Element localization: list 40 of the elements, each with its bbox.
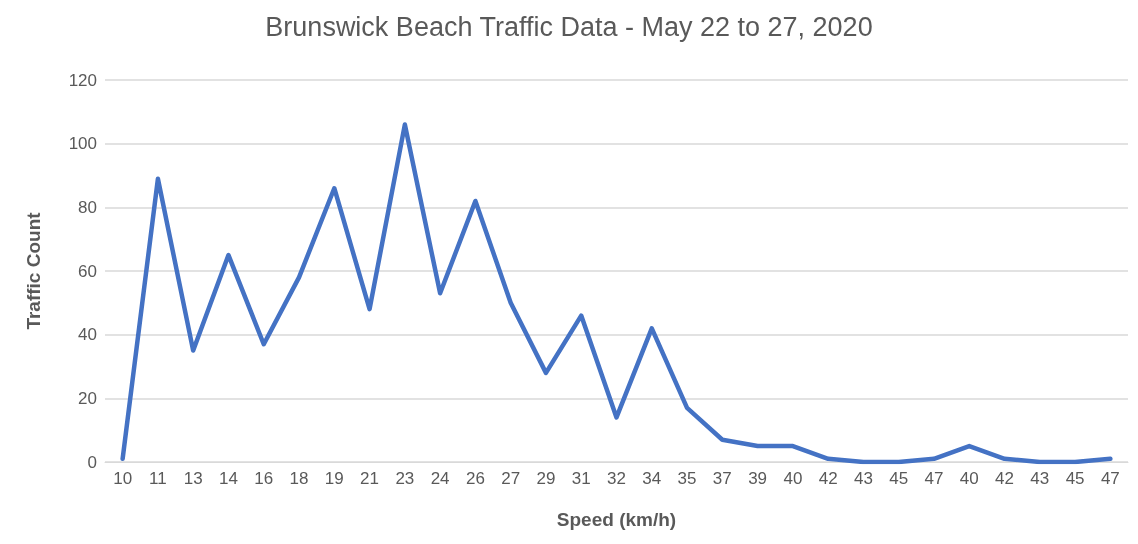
y-tick-label: 0 — [87, 452, 97, 472]
x-tick-label: 47 — [1100, 469, 1120, 488]
x-tick-label: 43 — [1030, 469, 1050, 488]
y-axis-title: Traffic Count — [23, 211, 44, 330]
x-tick-label: 16 — [254, 469, 274, 488]
y-tick-label: 60 — [78, 261, 97, 281]
x-tick-label: 34 — [642, 469, 662, 488]
x-tick-label: 39 — [748, 469, 768, 488]
x-tick-label: 35 — [677, 469, 697, 488]
y-tick-label: 20 — [78, 388, 97, 408]
x-tick-label: 19 — [324, 469, 344, 488]
x-tick-label: 14 — [219, 469, 238, 488]
x-tick-label: 45 — [889, 469, 909, 488]
x-tick-label: 29 — [536, 469, 556, 488]
x-tick-label: 26 — [465, 469, 485, 488]
x-tick-label: 24 — [430, 469, 450, 488]
x-tick-label: 31 — [571, 469, 591, 488]
x-tick-label: 23 — [395, 469, 415, 488]
y-tick-label: 80 — [78, 197, 97, 217]
x-tick-label: 42 — [818, 469, 838, 488]
chart-title: Brunswick Beach Traffic Data - May 22 to 27, 2020 — [265, 11, 873, 42]
x-tick-label: 37 — [712, 469, 732, 488]
x-tick-label: 21 — [360, 469, 380, 488]
x-tick-label: 40 — [783, 469, 803, 488]
x-tick-label: 18 — [289, 469, 309, 488]
y-tick-label: 40 — [78, 325, 97, 345]
x-tick-label: 45 — [1065, 469, 1085, 488]
x-tick-label: 27 — [501, 469, 521, 488]
y-tick-label: 120 — [68, 70, 97, 90]
x-tick-label: 11 — [149, 469, 167, 488]
x-axis-title: Speed (km/h) — [556, 509, 677, 530]
line-series — [120, 122, 1113, 465]
x-tick-label: 32 — [607, 469, 626, 488]
x-tick-label: 47 — [924, 469, 944, 488]
x-tick-label: 13 — [183, 469, 203, 488]
y-tick-label: 100 — [68, 134, 97, 154]
x-tick-label: 43 — [853, 469, 873, 488]
x-tick-label: 40 — [959, 469, 979, 488]
x-tick-label: 42 — [995, 469, 1014, 488]
x-tick-label: 10 — [113, 469, 133, 488]
